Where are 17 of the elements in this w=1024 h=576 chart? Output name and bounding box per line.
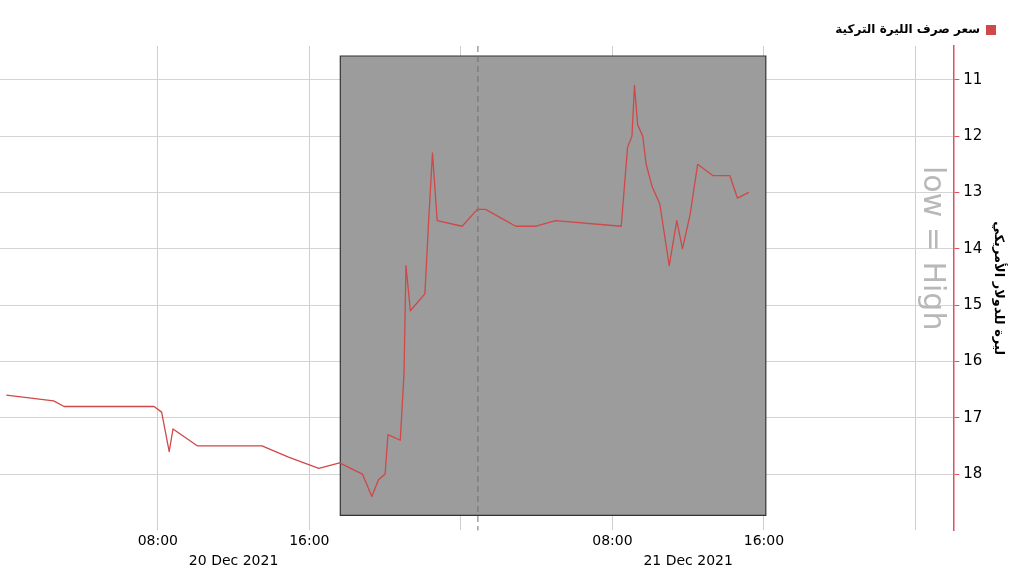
x-tick-label: 08:00 [137,532,179,549]
x2-tick-label: 20 Dec 2021 [188,552,279,569]
y-tick-label: 13 [963,182,983,201]
annotation: low = High [916,166,952,331]
y-tick-label: 14 [963,238,983,257]
x-tick-label: 16:00 [289,532,330,549]
x-tick-label: 08:00 [592,532,633,549]
y-tick-label: 17 [963,407,983,426]
y-tick-label: 18 [963,463,983,482]
x-tick-label: 16:00 [743,532,785,549]
legend-label: سعر صرف الليرة التركية [835,22,980,37]
y-axis-title: ليرة للدولار الأمريكي [991,221,1008,356]
y-tick-label: 11 [963,69,983,88]
y-tick-label: 12 [963,126,983,145]
x2-tick-label: 21 Dec 2021 [643,552,733,569]
y-tick-label: 15 [963,294,983,313]
y-tick-label: 16 [963,351,983,370]
